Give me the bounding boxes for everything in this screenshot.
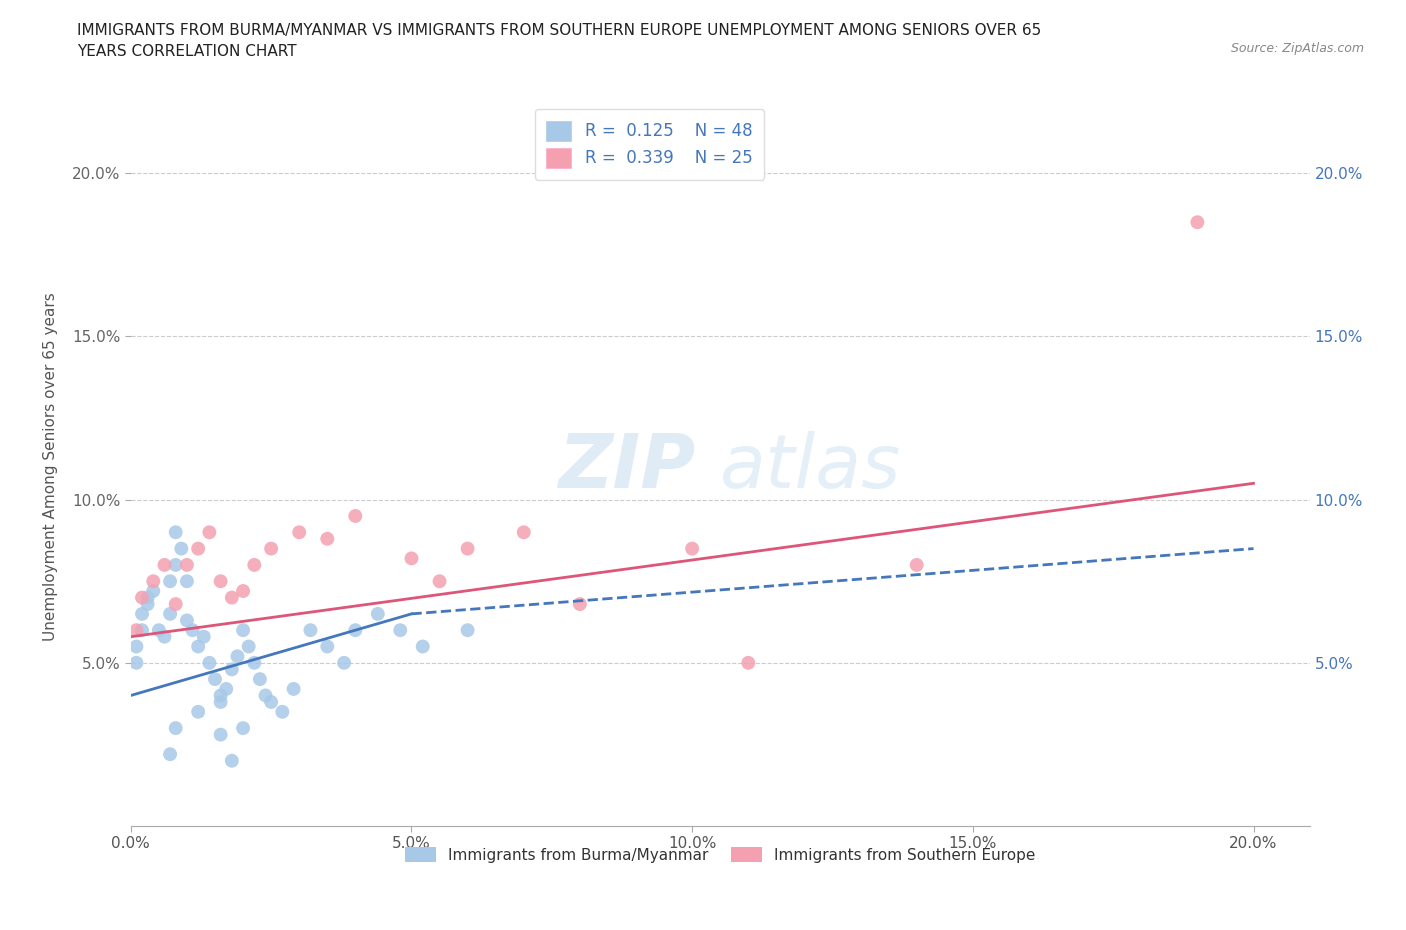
Point (221, 753, 243, 768)
Y-axis label: Unemployment Among Seniors over 65 years: Unemployment Among Seniors over 65 years (44, 293, 58, 642)
Point (283, 682, 305, 697)
Point (737, 656, 759, 671)
Point (187, 639, 209, 654)
Point (187, 541, 209, 556)
Point (260, 695, 283, 710)
Point (193, 630, 215, 644)
Point (165, 597, 187, 612)
Point (412, 639, 434, 654)
Point (568, 597, 591, 612)
Point (243, 656, 266, 671)
Point (457, 541, 479, 556)
Point (299, 623, 322, 638)
Point (221, 591, 243, 605)
Point (238, 639, 260, 654)
Point (131, 606, 153, 621)
Point (153, 630, 176, 644)
Text: Source: ZipAtlas.com: Source: ZipAtlas.com (1230, 42, 1364, 55)
Point (176, 613, 198, 628)
Point (165, 557, 187, 572)
Point (148, 623, 170, 638)
Point (316, 531, 339, 546)
Point (125, 639, 148, 654)
Text: ZIP: ZIP (560, 431, 696, 503)
Point (232, 623, 254, 638)
Point (905, 557, 928, 572)
Point (159, 606, 181, 621)
Text: atlas: atlas (720, 431, 901, 503)
Point (333, 656, 356, 671)
Point (215, 682, 238, 697)
Point (221, 662, 243, 677)
Point (176, 574, 198, 589)
Point (389, 623, 412, 638)
Point (153, 557, 176, 572)
Point (125, 623, 148, 638)
Point (170, 541, 193, 556)
Point (260, 541, 283, 556)
Point (243, 557, 266, 572)
Point (159, 747, 181, 762)
Point (249, 671, 271, 686)
Point (1187, 215, 1209, 230)
Legend: Immigrants from Burma/Myanmar, Immigrants from Southern Europe: Immigrants from Burma/Myanmar, Immigrant… (399, 841, 1042, 869)
Point (131, 623, 153, 638)
Point (198, 525, 221, 539)
Point (165, 525, 187, 539)
Point (254, 688, 277, 703)
Point (344, 509, 367, 524)
Point (187, 704, 209, 719)
Point (204, 671, 226, 686)
Point (271, 704, 294, 719)
Point (136, 591, 159, 605)
Point (176, 557, 198, 572)
Point (226, 649, 249, 664)
Point (457, 623, 479, 638)
Point (232, 721, 254, 736)
Point (209, 727, 232, 742)
Point (232, 584, 254, 599)
Point (513, 525, 536, 539)
Point (198, 656, 221, 671)
Point (125, 656, 148, 671)
Point (429, 574, 451, 589)
Point (209, 695, 232, 710)
Point (136, 597, 159, 612)
Point (142, 574, 165, 589)
Point (142, 584, 165, 599)
Point (401, 551, 423, 565)
Point (344, 623, 367, 638)
Text: IMMIGRANTS FROM BURMA/MYANMAR VS IMMIGRANTS FROM SOUTHERN EUROPE UNEMPLOYMENT AM: IMMIGRANTS FROM BURMA/MYANMAR VS IMMIGRA… (77, 23, 1042, 60)
Point (367, 606, 389, 621)
Point (288, 525, 311, 539)
Point (181, 623, 204, 638)
Point (159, 574, 181, 589)
Point (681, 541, 703, 556)
Point (316, 639, 339, 654)
Point (131, 591, 153, 605)
Point (165, 721, 187, 736)
Point (209, 688, 232, 703)
Point (209, 574, 232, 589)
